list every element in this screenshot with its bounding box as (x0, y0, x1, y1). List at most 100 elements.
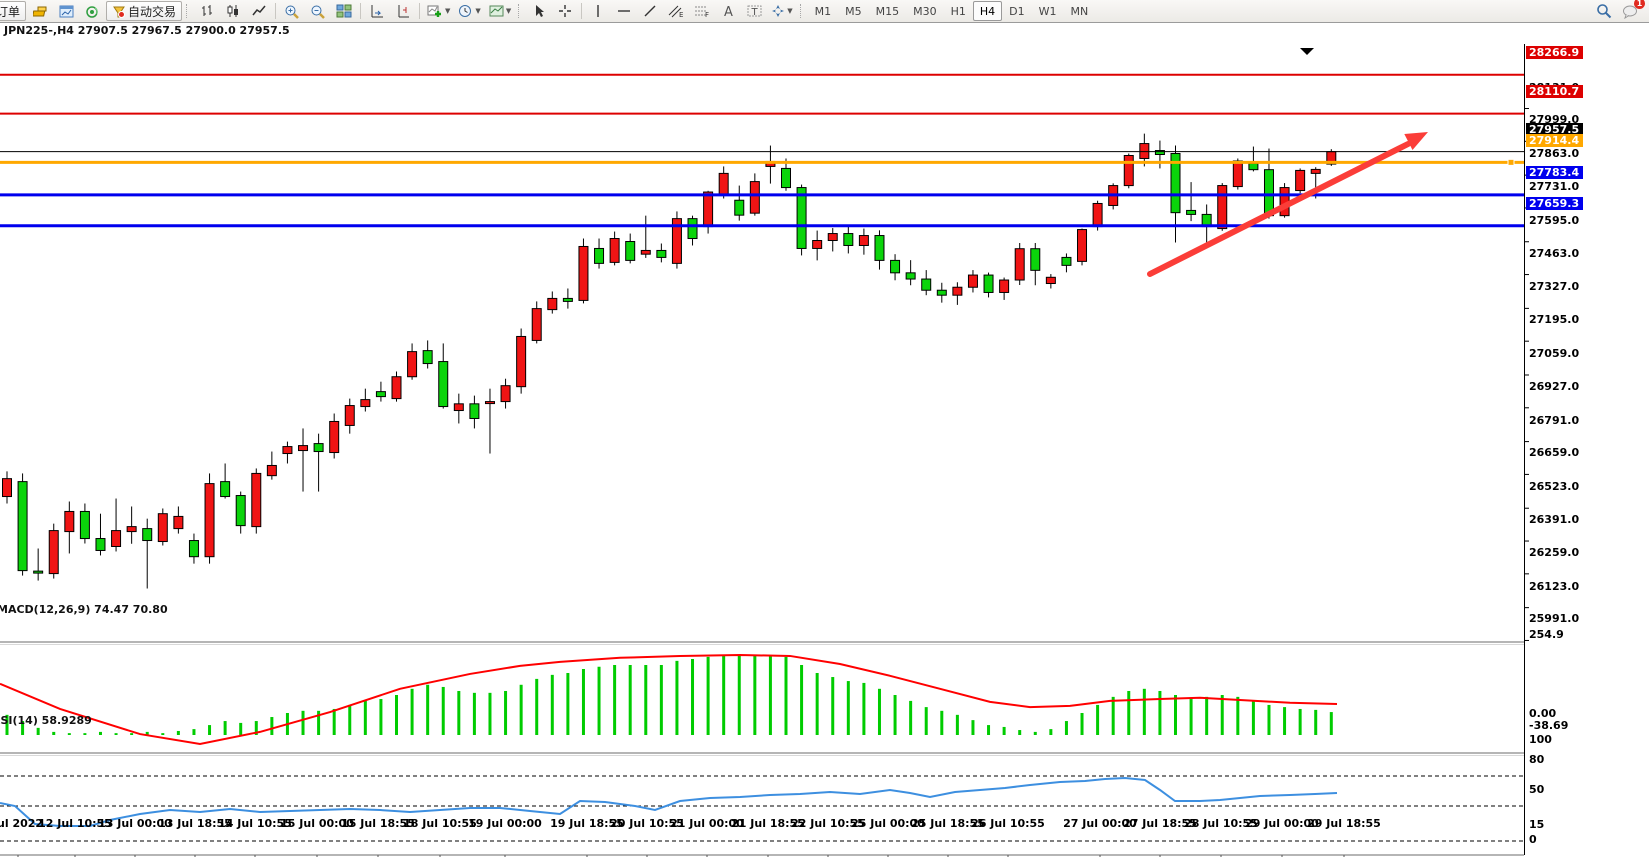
candle-body (921, 278, 932, 291)
new-order-button[interactable]: 订单 (0, 1, 27, 21)
candle-body (329, 420, 340, 454)
macd-label: MACD(12,26,9) 74.47 70.80 (0, 603, 168, 616)
indicators-dropdown-arrow[interactable]: ▼ (445, 7, 451, 15)
candle-body (874, 235, 885, 261)
candle-body (609, 238, 620, 263)
timeframe-button-w1[interactable]: W1 (1038, 4, 1057, 18)
candle-body (33, 570, 44, 574)
fibonacci-button[interactable]: F (690, 1, 714, 21)
chart-window[interactable]: JPN225-,H4 27907.5 27967.5 27900.0 27957… (0, 22, 1649, 857)
candle-body (531, 308, 542, 341)
clock-icon (459, 5, 472, 17)
crosshair-icon (559, 5, 572, 17)
candle-body (1170, 153, 1181, 214)
candle-body (17, 481, 28, 572)
line-chart-mode-button[interactable] (247, 1, 271, 21)
candle-body (79, 510, 90, 540)
candle-body (391, 376, 402, 400)
macd-axis-label: -38.69 (1529, 718, 1569, 732)
new-chart-button[interactable] (54, 1, 78, 21)
trendline-button[interactable] (638, 1, 662, 21)
price-tick-label: 26659.0 (1529, 446, 1580, 460)
candle-body (516, 335, 527, 388)
timeframe-button-h4[interactable]: H4 (972, 1, 1003, 21)
equidistant-channel-button[interactable]: E (664, 1, 688, 21)
timeframe-button-m30[interactable]: M30 (913, 4, 937, 18)
price-tick-label: 26259.0 (1529, 545, 1580, 559)
price-level-badge: 28110.7 (1526, 85, 1584, 99)
svg-text:F: F (705, 11, 709, 18)
vertical-line-button[interactable] (586, 1, 610, 21)
macd-signal-line (0, 654, 1338, 746)
candle-body (858, 235, 869, 246)
crosshair-button[interactable] (553, 1, 577, 21)
candle-body (936, 289, 947, 296)
candle-body (781, 167, 791, 189)
trend-arrow[interactable] (1147, 141, 1411, 277)
candlestick-mode-button[interactable] (221, 1, 245, 21)
horizontal-line-button[interactable] (612, 1, 636, 21)
price-tick-label: 26791.0 (1529, 413, 1580, 427)
candle-body (749, 181, 760, 214)
arrows-icon (772, 5, 785, 17)
time-axis-label: 29 Jul 18:55 (1307, 817, 1381, 830)
candlestick-icon (227, 5, 238, 17)
arrows-dropdown-arrow[interactable]: ▼ (787, 7, 793, 15)
candle-body (1232, 160, 1243, 188)
templates-button[interactable]: ▼ (486, 1, 514, 21)
arrows-button[interactable]: ▼ (768, 1, 795, 21)
rsi-label: RSI(14) 58.9289 (0, 714, 92, 727)
timeframe-button-d1[interactable]: D1 (1009, 4, 1025, 18)
toolbar-right: 1 (1591, 0, 1645, 22)
price-level-badge: 28266.9 (1526, 46, 1584, 60)
bar-chart-mode-button[interactable] (195, 1, 219, 21)
candle-body (1263, 169, 1274, 217)
timeframe-button-mn[interactable]: MN (1070, 4, 1089, 18)
periods-dropdown-arrow[interactable]: ▼ (475, 7, 481, 15)
gold-icon (32, 6, 47, 16)
zoom-out-button[interactable] (306, 1, 330, 21)
periods-button[interactable]: ▼ (455, 1, 483, 21)
autotrading-button[interactable]: 自动交易 (106, 1, 183, 21)
time-axis-label: 26 Jul 10:55 (971, 817, 1045, 830)
candle-body (1092, 202, 1103, 228)
timeframe-button-m5[interactable]: M5 (845, 4, 862, 18)
timeframe-bar: M1 M5 M15 M30 H1 H4 D1 W1 MN (808, 1, 1096, 21)
cursor-button[interactable] (527, 1, 551, 21)
timeframe-button-m15[interactable]: M15 (875, 4, 900, 18)
text-label-button[interactable]: T (742, 1, 766, 21)
candle-body (126, 526, 137, 533)
text-button[interactable]: A (716, 1, 740, 21)
zoom-in-button[interactable] (280, 1, 304, 21)
indicators-button[interactable]: ▼ (424, 1, 453, 21)
price-axis[interactable]: 28131.027999.027863.027731.027595.027463… (1525, 22, 1649, 846)
timeframe-button-h1[interactable]: H1 (950, 4, 966, 18)
candle-body (827, 233, 838, 242)
candle-body (1295, 169, 1306, 192)
templates-dropdown-arrow[interactable]: ▼ (505, 7, 512, 15)
svg-text:A: A (724, 5, 733, 18)
horizontal-line-icon (618, 10, 631, 12)
price-tick-label: 27059.0 (1529, 346, 1580, 360)
candle-body (999, 279, 1010, 293)
search-button[interactable] (1592, 1, 1616, 21)
chat-button[interactable]: 1 (1618, 0, 1645, 21)
candle-body (235, 495, 246, 527)
price-tick-label: 27595.0 (1529, 213, 1580, 227)
candle-body (718, 172, 729, 197)
tile-windows-button[interactable] (332, 1, 356, 21)
candle-body (344, 405, 355, 426)
history-center-button[interactable] (28, 1, 52, 21)
candle-body (967, 274, 978, 288)
candle-body (1014, 248, 1025, 281)
market-watch-button[interactable] (80, 1, 104, 21)
candle-body (656, 249, 667, 258)
auto-scroll-button[interactable] (365, 1, 389, 21)
timeframe-button-m1[interactable]: M1 (814, 4, 832, 18)
tile-windows-icon (336, 4, 352, 18)
chart-shift-button[interactable] (391, 1, 415, 21)
cursor-icon (535, 5, 544, 17)
candle-body (703, 191, 714, 228)
candle-body (671, 218, 682, 264)
